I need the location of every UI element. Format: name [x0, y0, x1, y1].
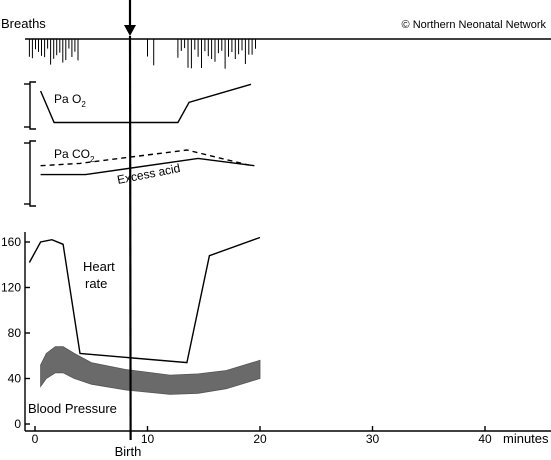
x-tick-label: 40: [478, 432, 492, 446]
paco2-label-sub: 2: [90, 155, 95, 164]
heart-rate-label-line2: rate: [85, 276, 107, 291]
blood-pressure-label: Blood Pressure: [28, 401, 117, 416]
pao2-bracket: [29, 81, 36, 130]
pao2-label-sub: 2: [81, 100, 86, 109]
birth-marker-line: [128, 35, 132, 441]
pao2-label: Pa O2: [54, 92, 86, 109]
paco2-label-main: Pa CO: [54, 147, 90, 161]
birth-marker-layer: [124, 0, 136, 441]
y-tick-label: 80: [8, 326, 22, 340]
paco2-label: Pa CO2: [54, 147, 95, 164]
excess-acid-line: [40, 157, 255, 176]
y-tick-label: 120: [1, 281, 21, 295]
breaths-label: Breaths: [1, 16, 46, 31]
pao2-line: [39, 83, 252, 124]
paco2-bracket: [29, 140, 36, 207]
x-tick-label: 30: [366, 432, 380, 446]
birth-arrow-head: [124, 25, 136, 36]
birth-label: Birth: [115, 444, 142, 459]
heart-rate-label-line1: Heart: [83, 259, 115, 274]
y-tick-label: 40: [8, 372, 22, 386]
blood-pressure-band: [40, 346, 261, 395]
pao2-label-main: Pa O: [54, 92, 81, 106]
x-tick-label: 20: [253, 432, 267, 446]
x-tick-label: 0: [32, 432, 39, 446]
x-unit-label: minutes: [503, 431, 549, 446]
paco2-line: [40, 149, 249, 167]
copyright-text: © Northern Neonatal Network: [402, 19, 547, 31]
heart-rate-layer: [28, 236, 261, 364]
blood-pressure-layer: [40, 346, 261, 395]
y-tick-label: 160: [1, 235, 21, 249]
axes-layer: 0 10 20 30 40 0 40 80 120 160: [1, 232, 551, 446]
heart-rate-line: [28, 236, 261, 364]
blood-gas-panels: [24, 81, 255, 207]
y-tick-label: 0: [14, 417, 21, 431]
breaths-layer: [25, 38, 551, 69]
x-tick-label: 10: [141, 432, 155, 446]
